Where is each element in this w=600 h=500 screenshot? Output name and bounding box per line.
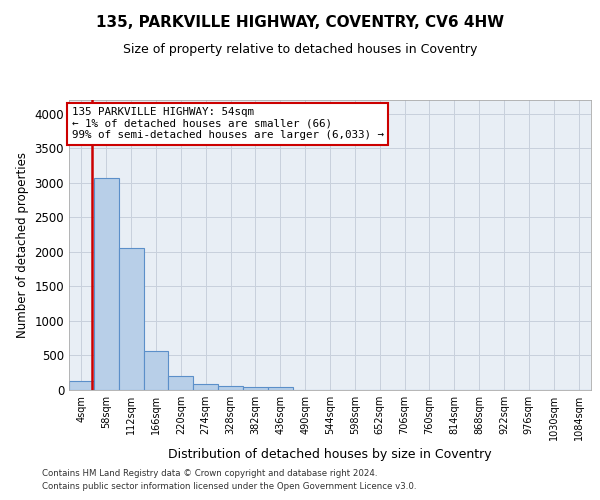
Bar bbox=[218, 386, 243, 390]
Text: 135, PARKVILLE HIGHWAY, COVENTRY, CV6 4HW: 135, PARKVILLE HIGHWAY, COVENTRY, CV6 4H… bbox=[96, 15, 504, 30]
Bar bbox=[193, 384, 218, 390]
Text: Contains public sector information licensed under the Open Government Licence v3: Contains public sector information licen… bbox=[42, 482, 416, 491]
Bar bbox=[69, 381, 94, 390]
Bar bbox=[94, 178, 119, 390]
Bar bbox=[119, 248, 143, 390]
X-axis label: Distribution of detached houses by size in Coventry: Distribution of detached houses by size … bbox=[168, 448, 492, 462]
Text: Contains HM Land Registry data © Crown copyright and database right 2024.: Contains HM Land Registry data © Crown c… bbox=[42, 468, 377, 477]
Y-axis label: Number of detached properties: Number of detached properties bbox=[16, 152, 29, 338]
Bar bbox=[169, 376, 193, 390]
Bar bbox=[243, 386, 268, 390]
Bar bbox=[268, 387, 293, 390]
Text: 135 PARKVILLE HIGHWAY: 54sqm
← 1% of detached houses are smaller (66)
99% of sem: 135 PARKVILLE HIGHWAY: 54sqm ← 1% of det… bbox=[71, 108, 383, 140]
Bar bbox=[143, 352, 169, 390]
Text: Size of property relative to detached houses in Coventry: Size of property relative to detached ho… bbox=[123, 42, 477, 56]
